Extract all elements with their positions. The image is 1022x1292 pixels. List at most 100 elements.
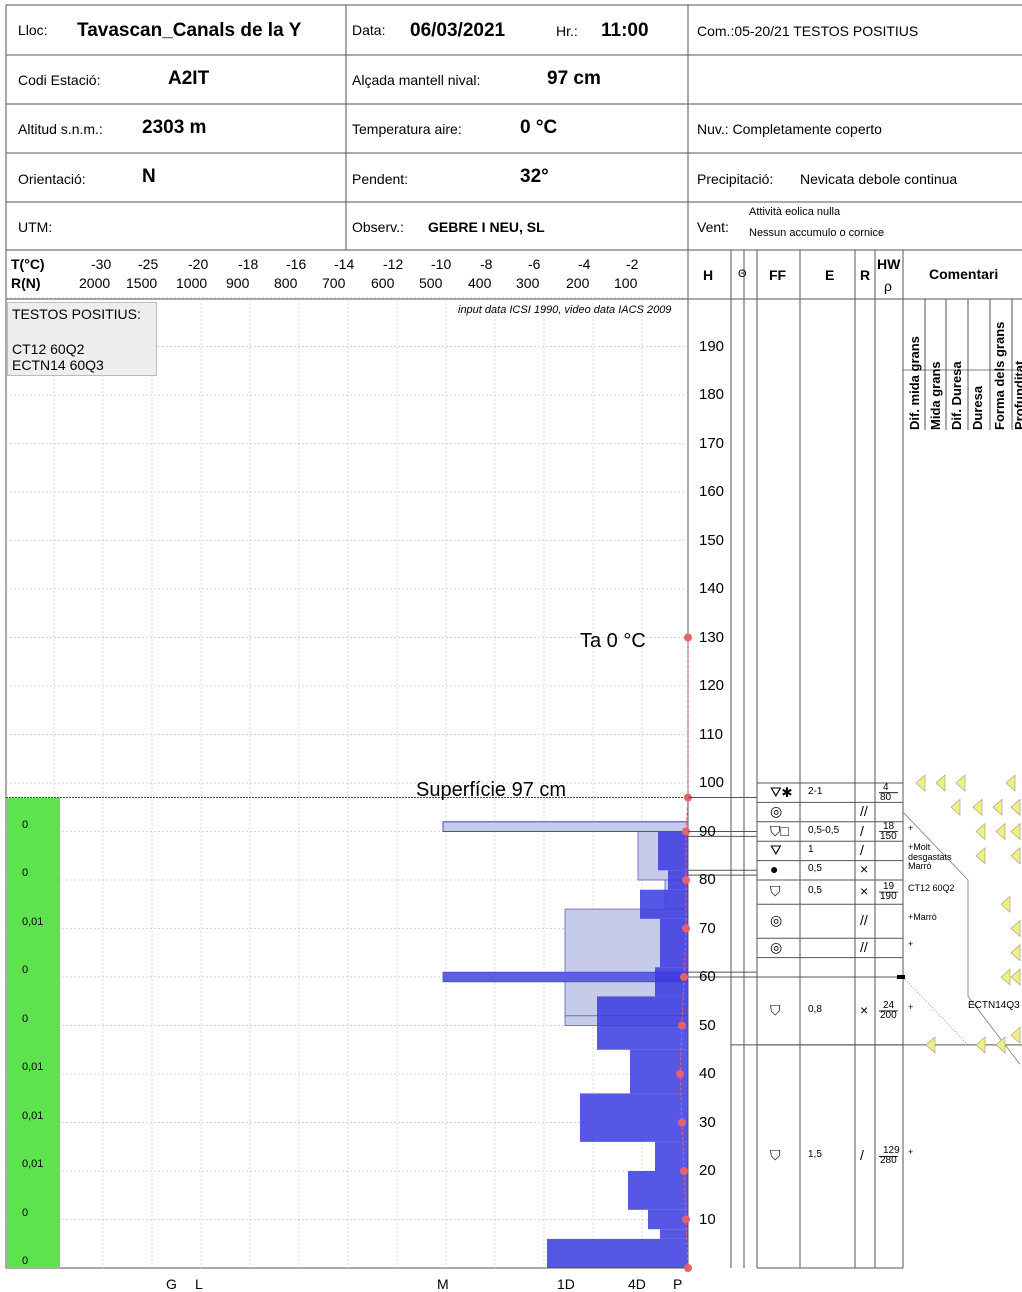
layer-comment-2: + bbox=[908, 822, 914, 833]
layer-ff-2: ⛉□ bbox=[770, 822, 789, 839]
ectn-label: ECTN14Q3 bbox=[968, 1000, 1020, 1012]
col-e: E bbox=[825, 267, 835, 283]
h-tick-60: 60 bbox=[699, 968, 716, 985]
ram-value-9: 0 bbox=[22, 1255, 29, 1268]
hardness-axis-3: 1D bbox=[557, 1276, 575, 1292]
layer-comment-8: + bbox=[908, 1001, 914, 1012]
pendent-label: Pendent: bbox=[352, 171, 409, 187]
temp-value: 0 °C bbox=[520, 117, 558, 138]
h-tick-170: 170 bbox=[699, 434, 725, 452]
yellow-triangle bbox=[950, 798, 961, 816]
hardness-axis-4: 4D bbox=[628, 1276, 646, 1292]
h-tick-50: 50 bbox=[699, 1016, 716, 1034]
alcada-value: 97 cm bbox=[547, 68, 601, 89]
yellow-triangle bbox=[915, 774, 926, 792]
layer-rho-2: 150 bbox=[880, 830, 897, 842]
comment-header-2: Dif. Duresa bbox=[949, 361, 964, 430]
temperature-line bbox=[679, 637, 689, 1269]
h-tick-140: 140 bbox=[699, 580, 725, 597]
layer-hw-0: 4 bbox=[883, 781, 889, 793]
h-tick-110: 110 bbox=[699, 725, 723, 743]
yellow-triangle bbox=[975, 1036, 986, 1054]
temperature-point bbox=[684, 633, 692, 642]
yellow-triangle bbox=[1000, 968, 1011, 986]
r-tick-6: 600 bbox=[371, 275, 395, 291]
t-tick-8: -8 bbox=[480, 256, 493, 272]
yellow-triangle bbox=[992, 798, 1003, 816]
vent-label: Vent: bbox=[697, 219, 729, 235]
comment-header-0: Dif. mida grans bbox=[907, 336, 922, 430]
layer-ff-9: ⛉ bbox=[770, 1147, 781, 1164]
h-tick-30: 30 bbox=[699, 1113, 716, 1131]
observ-label: Observ.: bbox=[352, 219, 404, 235]
layer-ff-3: ⛛ bbox=[770, 841, 782, 858]
pendent-value: 32° bbox=[520, 166, 549, 187]
t-tick-10: -4 bbox=[578, 256, 591, 272]
col-ff: FF bbox=[769, 267, 787, 283]
col-rho: ρ bbox=[884, 278, 892, 294]
t-tick-3: -18 bbox=[238, 256, 259, 272]
yellow-triangle bbox=[955, 774, 966, 792]
layer-ff-4: ● bbox=[770, 861, 779, 878]
layer-ff-7: ◎ bbox=[770, 938, 783, 955]
layer-e-3: 1 bbox=[808, 843, 814, 855]
t-tick-4: -16 bbox=[286, 256, 307, 272]
temp-label: Temperatura aire: bbox=[352, 121, 462, 137]
orient-label: Orientació: bbox=[18, 171, 86, 187]
layer-comment-7: + bbox=[908, 938, 914, 949]
tests-box: TESTOS POSITIUS: CT12 60Q2 ECTN14 60Q3 bbox=[7, 302, 157, 376]
t-tick-11: -2 bbox=[626, 256, 639, 272]
nuv-text: Nuv.: Completamente coperto bbox=[697, 121, 882, 137]
codi-value: A2IT bbox=[168, 68, 210, 89]
yellow-triangle bbox=[995, 822, 1006, 841]
r-axis-label: R(N) bbox=[11, 275, 41, 291]
t-tick-1: -25 bbox=[138, 256, 159, 272]
hardness-axis-0: G bbox=[166, 1276, 177, 1292]
hardness-bar-dark bbox=[655, 1141, 688, 1171]
hardness-bar-dark bbox=[660, 1229, 688, 1239]
h-tick-80: 80 bbox=[699, 871, 716, 888]
orient-value: N bbox=[142, 166, 156, 187]
precip-label: Precipitació: bbox=[697, 171, 774, 187]
ram-value-4: 0 bbox=[22, 1012, 29, 1025]
layer-e-2: 0,5-0,5 bbox=[808, 824, 840, 836]
layer-hw-8: 24 bbox=[883, 999, 895, 1011]
t-axis-label: T(°C) bbox=[11, 256, 45, 272]
t-tick-2: -20 bbox=[188, 256, 209, 272]
r-tick-7: 500 bbox=[419, 275, 443, 291]
layer-rho-5: 190 bbox=[880, 891, 897, 903]
ram-value-3: 0 bbox=[22, 964, 29, 977]
temperature-point bbox=[676, 1070, 684, 1078]
layer-rho-0: 80 bbox=[880, 791, 892, 803]
hardness-bar-light bbox=[442, 821, 689, 832]
h-tick-130: 130 bbox=[699, 628, 725, 646]
ram-value-7: 0,01 bbox=[22, 1158, 44, 1171]
layer-ff-8: ⛉ bbox=[770, 1001, 781, 1018]
hardness-bar-dark bbox=[597, 996, 688, 1050]
layer-ff-6: ◎ bbox=[770, 912, 783, 929]
hardness-bar-dark bbox=[640, 889, 688, 919]
yellow-triangle bbox=[1000, 895, 1011, 913]
hardness-bar-dark bbox=[443, 972, 688, 982]
t-tick-7: -10 bbox=[431, 256, 452, 272]
ram-value-8: 0 bbox=[22, 1206, 29, 1219]
layer-comment-6: +Marró bbox=[908, 912, 937, 923]
hardness-bar-dark bbox=[648, 1209, 688, 1230]
layer-e-8: 0,8 bbox=[808, 1003, 822, 1015]
r-tick-11: 100 bbox=[614, 275, 638, 291]
col-theta: Θ bbox=[738, 268, 747, 280]
surface-label: Superfície 97 cm bbox=[416, 779, 567, 801]
tests-line2: ECTN14 60Q3 bbox=[12, 357, 104, 373]
comment-connector bbox=[902, 811, 1021, 1065]
temperature-point bbox=[682, 924, 690, 933]
layer-r-2: / bbox=[860, 822, 864, 839]
r-tick-3: 900 bbox=[226, 275, 250, 291]
r-tick-1: 1500 bbox=[126, 275, 158, 291]
hardness-axis-5: P bbox=[673, 1276, 683, 1292]
h-tick-20: 20 bbox=[699, 1162, 716, 1179]
layer-e-0: 2-1 bbox=[808, 785, 823, 797]
layer-comment-9: + bbox=[908, 1147, 914, 1158]
yellow-triangle bbox=[1005, 774, 1016, 792]
hardness-bar-dark bbox=[658, 831, 688, 871]
layer-r-8: × bbox=[860, 1001, 869, 1018]
